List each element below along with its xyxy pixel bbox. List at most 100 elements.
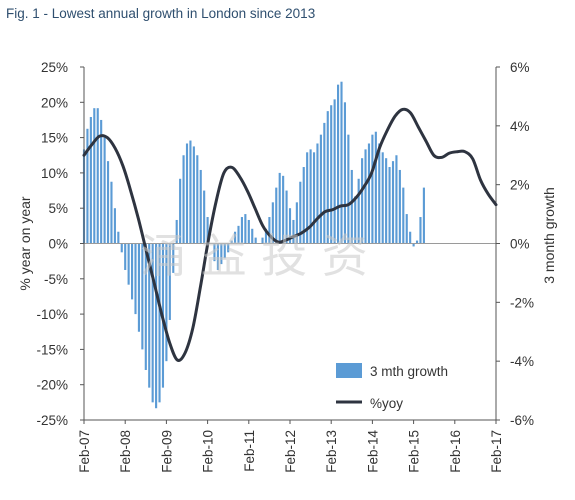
bar [234, 231, 237, 244]
bar [203, 190, 206, 244]
bar [106, 161, 110, 244]
bar [330, 105, 333, 244]
bar [323, 122, 326, 244]
bar [240, 217, 243, 244]
legend-line-label: %yoy [370, 396, 403, 411]
bar [405, 214, 408, 244]
bar [343, 102, 346, 244]
bar [347, 134, 350, 244]
bar [165, 243, 168, 362]
bar [374, 131, 377, 244]
bar [354, 196, 357, 244]
bar [117, 231, 120, 244]
left-axis-ticks: 25% 20% 15% 10% 5% 0% -5% -10% -15% -20% -25% [36, 60, 84, 428]
bar [409, 231, 412, 244]
x-tick-label: Feb-16 [448, 430, 463, 473]
bar [340, 81, 343, 244]
bar [113, 208, 116, 244]
watermark-text: 涌 益 投 资 [140, 229, 368, 283]
bar [179, 178, 182, 244]
bar [216, 243, 219, 270]
bar [316, 143, 319, 244]
bar [254, 237, 257, 244]
right-tick-label: 2% [510, 178, 530, 193]
bar [251, 228, 254, 244]
bar [237, 225, 240, 244]
x-tick-label: Feb-15 [407, 430, 422, 473]
left-tick-label: 0% [48, 237, 68, 252]
legend-bar-swatch [336, 363, 362, 378]
bar [285, 190, 288, 244]
bar [168, 243, 171, 320]
right-axis-label: 3 month growth [541, 187, 557, 284]
right-tick-label: 0% [510, 237, 530, 252]
bar [395, 155, 398, 244]
bar [312, 152, 316, 244]
bar [381, 152, 384, 244]
x-tick-label: Feb-17 [489, 430, 504, 473]
bar [151, 243, 154, 403]
bar [412, 243, 415, 247]
x-tick-label: Feb-13 [324, 430, 339, 473]
bar [378, 143, 381, 244]
bar [275, 187, 278, 244]
bar [137, 243, 140, 332]
left-tick-label: 25% [41, 60, 68, 75]
bar [100, 119, 103, 244]
bar [155, 243, 158, 409]
left-tick-label: -5% [44, 272, 68, 287]
bar [302, 167, 305, 244]
bar [148, 243, 151, 388]
bar [124, 243, 127, 270]
right-axis-ticks: 6% 4% 2% 0% -2% -4% -6% [496, 60, 534, 428]
bar [144, 243, 147, 370]
bar [127, 243, 130, 285]
bar [192, 146, 195, 244]
bar [278, 172, 281, 244]
bar [213, 243, 216, 262]
x-tick-label: Feb-08 [118, 430, 133, 473]
bar [141, 243, 144, 350]
bar [299, 181, 302, 244]
bar [189, 140, 192, 244]
bar [391, 161, 395, 244]
bar [371, 134, 374, 244]
bar [388, 167, 391, 244]
left-tick-label: 20% [41, 95, 68, 110]
left-tick-label: -20% [36, 378, 68, 393]
bar [385, 158, 388, 244]
x-tick-label: Feb-10 [201, 430, 216, 473]
bar [264, 228, 268, 244]
right-tick-label: 4% [510, 119, 530, 134]
bar [398, 169, 401, 244]
left-tick-label: 10% [41, 166, 68, 181]
x-tick-label: Feb-09 [159, 430, 174, 473]
bar [357, 178, 360, 244]
bar [402, 187, 405, 244]
bar-series [82, 81, 425, 409]
x-tick-label: Feb-07 [77, 430, 92, 473]
left-tick-label: -15% [36, 342, 68, 357]
bar [223, 243, 226, 259]
left-tick-label: 5% [48, 201, 68, 216]
bar [282, 175, 285, 244]
bar [244, 214, 247, 244]
bar [333, 99, 336, 244]
left-tick-label: -25% [36, 413, 68, 428]
series-line-yoy [82, 107, 498, 362]
bar [288, 208, 292, 244]
bar [131, 243, 134, 300]
left-tick-label: 15% [41, 131, 68, 146]
bar [227, 243, 230, 253]
bar [415, 240, 419, 244]
left-axis-label: % year on year [17, 196, 33, 290]
bar [367, 143, 371, 244]
bar [103, 137, 106, 244]
bar [292, 219, 295, 244]
bar [364, 149, 367, 244]
bar [261, 237, 264, 244]
chart-title: Fig. 1 - Lowest annual growth in London … [6, 6, 316, 21]
bar [93, 108, 96, 244]
left-tick-label: -10% [36, 307, 68, 322]
